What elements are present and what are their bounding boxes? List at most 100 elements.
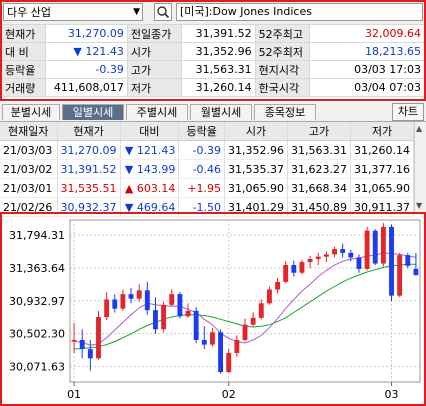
candle-body (193, 310, 199, 340)
column-header[interactable]: 고가 (287, 122, 351, 141)
scroll-down-icon[interactable]: ▼ (416, 201, 423, 210)
quote-row: 현재가 31,270.09 전일종가 31,391.52 52주최고 32,009.64 (1, 24, 426, 43)
candle-body (332, 249, 337, 255)
tab-bar: 분별시세 일별시세 주별시세 월별시세 종목정보 차트 (0, 102, 426, 122)
candle-body (128, 294, 134, 299)
candle-body (234, 339, 240, 353)
search-button[interactable] (154, 3, 172, 21)
candle-body (185, 310, 191, 317)
table-row[interactable]: 21/03/03 31,270.09 ▼ 121.43 -0.39 31,352.96 3… (0, 140, 414, 160)
candle-body (112, 299, 118, 309)
candle-body (364, 230, 370, 269)
quote-value: 31,352.96 (180, 42, 256, 61)
quote-value: 31,391.52 (180, 24, 256, 43)
plot-area (69, 219, 421, 383)
candle-body (120, 294, 126, 309)
quote-value: 18,213.65 (308, 42, 426, 61)
column-header[interactable]: 대비 (120, 122, 180, 141)
candle-body (258, 303, 264, 318)
column-header[interactable]: 현재가 (57, 122, 121, 141)
candle-body (169, 294, 175, 305)
candle-body (153, 310, 158, 330)
quote-row: 등락율 -0.39 고가 31,563.31 현지시각 03/03 17:03 (1, 60, 426, 79)
candle-body (380, 226, 386, 264)
tab-minute[interactable]: 분별시세 (2, 104, 60, 120)
chart-button[interactable]: 차트 (392, 103, 424, 121)
quote-value: -0.39 (44, 60, 128, 79)
candle-body (104, 299, 110, 318)
quote-label: 현재가 (1, 24, 46, 43)
y-tick-label: 30,071.63 (9, 361, 65, 374)
symbol-select[interactable]: 다우 산업 ▼ (3, 3, 143, 21)
quote-label: 전일종가 (126, 24, 182, 43)
quote-value: 03/03 17:03 (308, 60, 426, 79)
candle-body (266, 289, 272, 304)
candle-body (79, 339, 85, 350)
candle-body (283, 265, 289, 282)
quote-value: 32,009.64 (308, 24, 426, 43)
y-tick-label: 31,794.31 (9, 229, 65, 242)
quote-row: 대 비 ▼ 121.43 시가 31,352.96 52주최저 18,213.65 (1, 42, 426, 61)
candle-body (340, 249, 346, 253)
quote-label: 52주최저 (254, 42, 310, 61)
symbol-select-value: 다우 산업 (7, 6, 51, 19)
candle-body (136, 290, 142, 299)
tab-weekly[interactable]: 주별시세 (126, 104, 188, 120)
y-tick-label: 30,932.97 (9, 295, 65, 308)
table-cell-high: 31,563.31 (287, 140, 351, 160)
table-cell-pct: -0.46 (178, 159, 226, 179)
candle-body (71, 339, 77, 342)
candle-body (413, 268, 419, 276)
quote-label: 현지시각 (254, 60, 310, 79)
table-cell-date: 21/03/01 (0, 178, 58, 198)
table-cell-date: 21/03/02 (0, 159, 58, 179)
candle-body (201, 339, 207, 345)
table-cell-low: 31,260.14 (350, 140, 414, 160)
candle-body (218, 332, 224, 373)
table-cell-open: 31,352.96 (224, 140, 289, 160)
candle-body (348, 252, 354, 258)
tab-stock-info[interactable]: 종목정보 (254, 104, 316, 120)
candle-body (405, 255, 411, 266)
quote-label: 대 비 (1, 42, 46, 61)
tab-daily[interactable]: 일별시세 (62, 104, 124, 120)
table-cell-open: 31,535.37 (224, 159, 289, 179)
candle-body (87, 349, 93, 359)
candle-body (226, 352, 232, 373)
quote-label: 52주최고 (254, 24, 310, 43)
column-header[interactable]: 등락율 (178, 122, 226, 141)
table-cell-low: 31,377.16 (350, 159, 414, 179)
quote-label: 시가 (126, 42, 182, 61)
scroll-up-icon[interactable]: ▲ (416, 124, 423, 133)
candle-body (96, 317, 101, 359)
quote-row: 거래량 411,608,017 저가 31,260.14 한국시각 03/04 07:03 (1, 78, 426, 97)
table-cell-pct: +1.95 (178, 178, 226, 198)
quote-value: ▼ 121.43 (44, 42, 128, 61)
x-tick-label: 01 (67, 388, 81, 401)
y-tick-label: 31,363.64 (9, 262, 65, 275)
candle-body (144, 290, 150, 311)
market-name-field: [미국]:Dow Jones Indices (176, 3, 423, 21)
table-row[interactable]: 21/03/02 31,391.52 ▼ 143.99 -0.46 31,535.37 3… (0, 159, 414, 179)
table-scrollbar[interactable]: ▲ ▼ (414, 122, 426, 212)
table-cell-high: 31,668.34 (287, 178, 351, 198)
x-tick-label: 03 (385, 388, 399, 401)
column-header[interactable]: 시가 (224, 122, 289, 141)
quote-label: 한국시각 (254, 78, 310, 97)
candlestick-chart: 31,794.31 31,363.64 30,932.97 30,502.30 30,0… (9, 219, 421, 401)
table-cell-chg: ▼ 143.99 (120, 159, 180, 179)
table-cell-low: 31,065.90 (350, 178, 414, 198)
table-cell-open: 31,065.90 (224, 178, 289, 198)
y-tick-label: 30,502.30 (9, 328, 65, 341)
candle-body (291, 265, 297, 273)
chevron-down-icon[interactable]: ▼ (133, 7, 140, 17)
candle-body (250, 317, 256, 325)
column-header[interactable]: 저가 (350, 122, 414, 141)
table-row[interactable]: 21/03/01 31,535.51 ▲ 603.14 +1.95 31,065.90 3… (0, 178, 414, 198)
candle-body (397, 255, 403, 296)
quote-label: 고가 (126, 60, 182, 79)
column-header[interactable]: 현재일자 (0, 122, 58, 141)
tab-monthly[interactable]: 월별시세 (190, 104, 252, 120)
x-tick-label: 02 (222, 388, 236, 401)
candle-body (315, 256, 321, 259)
